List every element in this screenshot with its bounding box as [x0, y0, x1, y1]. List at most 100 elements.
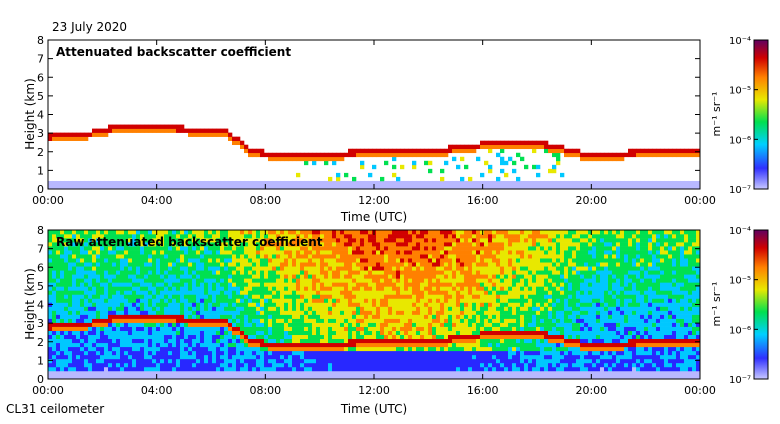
heatmap-cell [88, 266, 92, 270]
heatmap-cell [380, 351, 384, 355]
heatmap-cell [116, 363, 120, 367]
heatmap-cell [332, 262, 336, 266]
heatmap-cell [60, 351, 64, 355]
heatmap-cell [244, 335, 248, 339]
heatmap-cell [60, 315, 64, 319]
heatmap-cell [460, 302, 464, 306]
heatmap-cell [300, 327, 304, 331]
heatmap-cell [436, 234, 440, 238]
heatmap-cell [92, 359, 96, 363]
heatmap-cell [176, 363, 180, 367]
heatmap-cell [404, 250, 408, 254]
heatmap-cell [428, 359, 432, 363]
heatmap-cell [344, 307, 348, 311]
heatmap-cell [92, 133, 96, 137]
heatmap-cell [140, 351, 144, 355]
heatmap-cell [60, 311, 64, 315]
heatmap-cell [412, 355, 416, 359]
heatmap-cell [332, 258, 336, 262]
heatmap-cell [276, 351, 280, 355]
heatmap-cell [312, 331, 316, 335]
heatmap-cell [416, 323, 420, 327]
heatmap-cell [208, 298, 212, 302]
heatmap-cell [360, 234, 364, 238]
heatmap-cell [104, 270, 108, 274]
heatmap-cell [392, 238, 396, 242]
heatmap-cell [200, 351, 204, 355]
heatmap-cell [272, 367, 276, 371]
heatmap-cell [124, 331, 128, 335]
heatmap-cell [256, 298, 260, 302]
heatmap-cell [432, 327, 436, 331]
heatmap-cell [112, 270, 116, 274]
heatmap-cell [372, 363, 376, 367]
heatmap-cell [408, 343, 412, 347]
heatmap-cell [224, 282, 228, 286]
heatmap-cell [692, 153, 696, 157]
heatmap-cell [352, 355, 356, 359]
heatmap-cell [292, 266, 296, 270]
heatmap-cell [424, 246, 428, 250]
heatmap-cell [68, 278, 72, 282]
heatmap-cell [456, 331, 460, 335]
heatmap-cell [308, 327, 312, 331]
heatmap-cell [300, 230, 304, 234]
heatmap-cell [408, 230, 412, 234]
heatmap-cell [212, 278, 216, 282]
heatmap-cell [364, 367, 368, 371]
heatmap-cell [480, 347, 484, 351]
heatmap-cell [248, 250, 252, 254]
heatmap-cell [368, 238, 372, 242]
heatmap-cell [60, 327, 64, 331]
heatmap-cell [236, 230, 240, 234]
heatmap-cell [356, 266, 360, 270]
heatmap-cell [284, 181, 288, 185]
heatmap-cell [424, 298, 428, 302]
heatmap-cell [348, 371, 352, 375]
heatmap-cell [420, 327, 424, 331]
heatmap-cell [332, 351, 336, 355]
heatmap-cell [176, 250, 180, 254]
heatmap-cell [304, 274, 308, 278]
heatmap-cell [84, 302, 88, 306]
heatmap-cell [304, 286, 308, 290]
heatmap-cell [504, 161, 508, 165]
heatmap-cell [392, 298, 396, 302]
heatmap-cell [300, 315, 304, 319]
heatmap-cell [160, 351, 164, 355]
heatmap-cell [376, 262, 380, 266]
heatmap-cell [332, 363, 336, 367]
heatmap-cell [208, 315, 212, 319]
heatmap-cell [328, 359, 332, 363]
heatmap-cell [468, 367, 472, 371]
heatmap-cell [332, 355, 336, 359]
heatmap-cell [484, 359, 488, 363]
heatmap-cell [96, 339, 100, 343]
heatmap-cell [296, 331, 300, 335]
heatmap-cell [412, 335, 416, 339]
heatmap-cell [416, 238, 420, 242]
heatmap-cell [288, 331, 292, 335]
heatmap-cell [216, 282, 220, 286]
heatmap-cell [84, 262, 88, 266]
heatmap-cell [300, 363, 304, 367]
heatmap-cell [392, 173, 396, 177]
heatmap-cell [312, 335, 316, 339]
heatmap-cell [320, 250, 324, 254]
heatmap-cell [132, 294, 136, 298]
heatmap-cell [176, 319, 180, 323]
heatmap-cell [496, 145, 500, 149]
heatmap-cell [248, 339, 252, 343]
heatmap-cell [672, 181, 676, 185]
heatmap-cell [76, 254, 80, 258]
heatmap-cell [476, 181, 480, 185]
heatmap-cell [120, 294, 124, 298]
heatmap-cell [328, 242, 332, 246]
heatmap-cell [364, 355, 368, 359]
heatmap-cell [216, 254, 220, 258]
heatmap-cell [312, 371, 316, 375]
heatmap-cell [568, 181, 572, 185]
heatmap-cell [428, 238, 432, 242]
heatmap-cell [488, 278, 492, 282]
heatmap-cell [60, 347, 64, 351]
